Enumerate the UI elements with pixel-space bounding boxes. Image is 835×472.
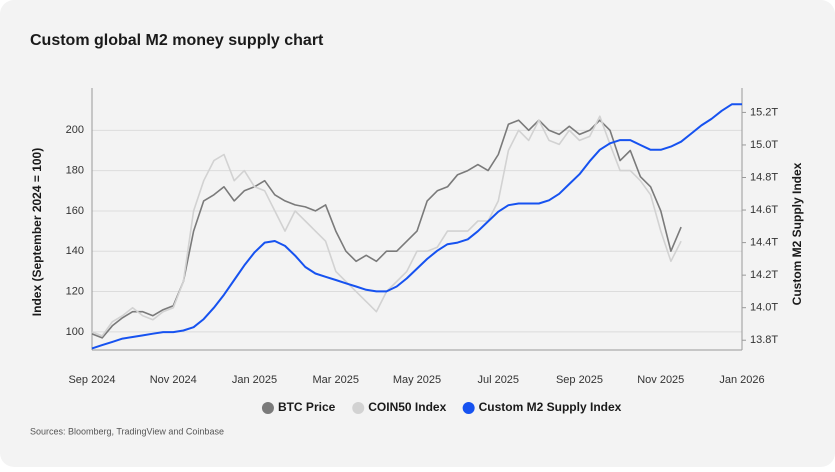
- legend-label: Custom M2 Supply Index: [479, 400, 622, 414]
- legend-swatch: [352, 402, 365, 414]
- y2-tick-label: 15.0T: [750, 139, 778, 151]
- y2-tick-label: 14.8T: [750, 171, 778, 183]
- legend-label: BTC Price: [278, 400, 336, 414]
- y-axis-label: Index (September 2024 = 100): [30, 148, 44, 316]
- x-tick-label: Jul 2025: [477, 374, 519, 386]
- y2-tick-label: 14.2T: [750, 269, 778, 281]
- y2-axis-label: Custom M2 Supply Index: [790, 162, 804, 305]
- y-tick-label: 140: [66, 245, 84, 257]
- chart-title: Custom global M2 money supply chart: [30, 32, 324, 49]
- legend-swatch: [261, 402, 274, 414]
- y-tick-label: 200: [66, 124, 84, 136]
- legend-swatch: [462, 402, 475, 414]
- y2-tick-label: 14.6T: [750, 204, 778, 216]
- x-tick-label: Nov 2024: [150, 374, 197, 386]
- series-line: [91, 103, 742, 350]
- y2-tick-label: 14.4T: [750, 237, 778, 249]
- x-tick-label: Nov 2025: [637, 374, 684, 386]
- legend-label: COIN50 Index: [368, 400, 446, 414]
- x-tick-label: Mar 2025: [313, 374, 359, 386]
- y-tick-label: 100: [66, 326, 84, 338]
- y-tick-label: 160: [66, 205, 84, 217]
- x-tick-label: May 2025: [393, 374, 441, 386]
- series-line: [91, 119, 682, 339]
- y2-tick-label: 15.2T: [750, 106, 778, 118]
- x-tick-label: Jan 2026: [719, 374, 764, 386]
- source-note: Sources: Bloomberg, TradingView and Coin…: [30, 426, 224, 436]
- y-tick-label: 120: [66, 285, 84, 297]
- y2-tick-label: 13.8T: [750, 334, 778, 346]
- y-tick-label: 180: [66, 165, 84, 177]
- x-tick-label: Jan 2025: [232, 374, 277, 386]
- y2-tick-label: 14.0T: [750, 302, 778, 314]
- x-tick-label: Sep 2025: [556, 374, 603, 386]
- x-tick-label: Sep 2024: [68, 374, 115, 386]
